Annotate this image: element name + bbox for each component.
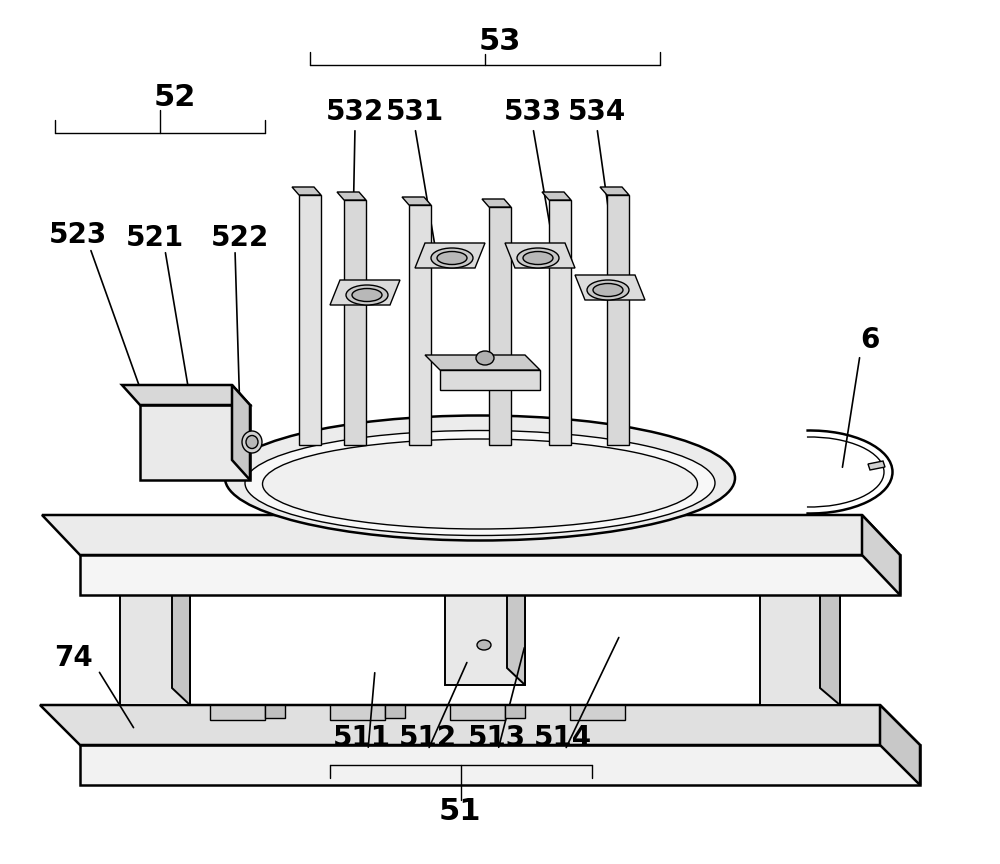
Polygon shape: [482, 199, 511, 207]
Polygon shape: [542, 192, 571, 200]
Text: 514: 514: [534, 724, 592, 752]
Polygon shape: [292, 187, 321, 195]
Text: 521: 521: [126, 224, 184, 252]
Polygon shape: [80, 555, 900, 595]
Polygon shape: [868, 461, 885, 470]
Polygon shape: [820, 578, 840, 705]
Polygon shape: [210, 705, 265, 720]
Ellipse shape: [523, 251, 553, 264]
Text: 511: 511: [333, 724, 391, 752]
Text: 531: 531: [386, 98, 444, 126]
Text: 534: 534: [568, 98, 626, 126]
Polygon shape: [102, 578, 190, 595]
Polygon shape: [330, 705, 385, 720]
Polygon shape: [140, 405, 250, 480]
Polygon shape: [337, 192, 366, 200]
Polygon shape: [607, 195, 629, 445]
Polygon shape: [425, 355, 540, 370]
Polygon shape: [507, 578, 525, 685]
Polygon shape: [450, 705, 505, 720]
Text: 52: 52: [154, 84, 196, 112]
Polygon shape: [880, 705, 920, 785]
Polygon shape: [80, 745, 920, 785]
Polygon shape: [440, 370, 540, 390]
Polygon shape: [42, 515, 900, 555]
Ellipse shape: [477, 640, 491, 650]
Polygon shape: [575, 275, 645, 300]
Text: 74: 74: [54, 644, 92, 672]
Text: 6: 6: [860, 326, 880, 354]
Ellipse shape: [242, 431, 262, 453]
Ellipse shape: [431, 248, 473, 268]
Polygon shape: [330, 280, 400, 305]
Ellipse shape: [437, 251, 467, 264]
Polygon shape: [600, 187, 629, 195]
Polygon shape: [120, 595, 190, 705]
Polygon shape: [299, 195, 321, 445]
Polygon shape: [505, 243, 575, 268]
Text: 533: 533: [504, 98, 562, 126]
Ellipse shape: [225, 416, 735, 541]
Text: 522: 522: [211, 224, 269, 252]
Polygon shape: [172, 578, 190, 705]
Polygon shape: [232, 385, 250, 480]
Polygon shape: [427, 578, 525, 595]
Polygon shape: [344, 200, 366, 445]
Text: 523: 523: [49, 221, 107, 249]
Ellipse shape: [593, 283, 623, 296]
Polygon shape: [40, 705, 920, 745]
Polygon shape: [122, 385, 250, 405]
Polygon shape: [409, 205, 431, 445]
Polygon shape: [402, 197, 431, 205]
Ellipse shape: [587, 280, 629, 300]
Text: 532: 532: [326, 98, 384, 126]
Polygon shape: [570, 705, 625, 720]
Ellipse shape: [517, 248, 559, 268]
Ellipse shape: [352, 289, 382, 302]
Polygon shape: [385, 705, 405, 718]
Polygon shape: [505, 705, 525, 718]
Polygon shape: [445, 595, 525, 685]
Polygon shape: [740, 578, 840, 595]
Ellipse shape: [476, 351, 494, 365]
Ellipse shape: [246, 435, 258, 448]
Polygon shape: [862, 515, 900, 595]
Polygon shape: [489, 207, 511, 445]
Polygon shape: [549, 200, 571, 445]
Text: 51: 51: [439, 797, 481, 827]
Polygon shape: [265, 705, 285, 718]
Text: 53: 53: [479, 28, 521, 56]
Polygon shape: [760, 595, 840, 705]
Text: 512: 512: [399, 724, 457, 752]
Ellipse shape: [245, 430, 715, 536]
Polygon shape: [415, 243, 485, 268]
Ellipse shape: [262, 439, 698, 529]
Text: 513: 513: [468, 724, 526, 752]
Ellipse shape: [346, 285, 388, 305]
